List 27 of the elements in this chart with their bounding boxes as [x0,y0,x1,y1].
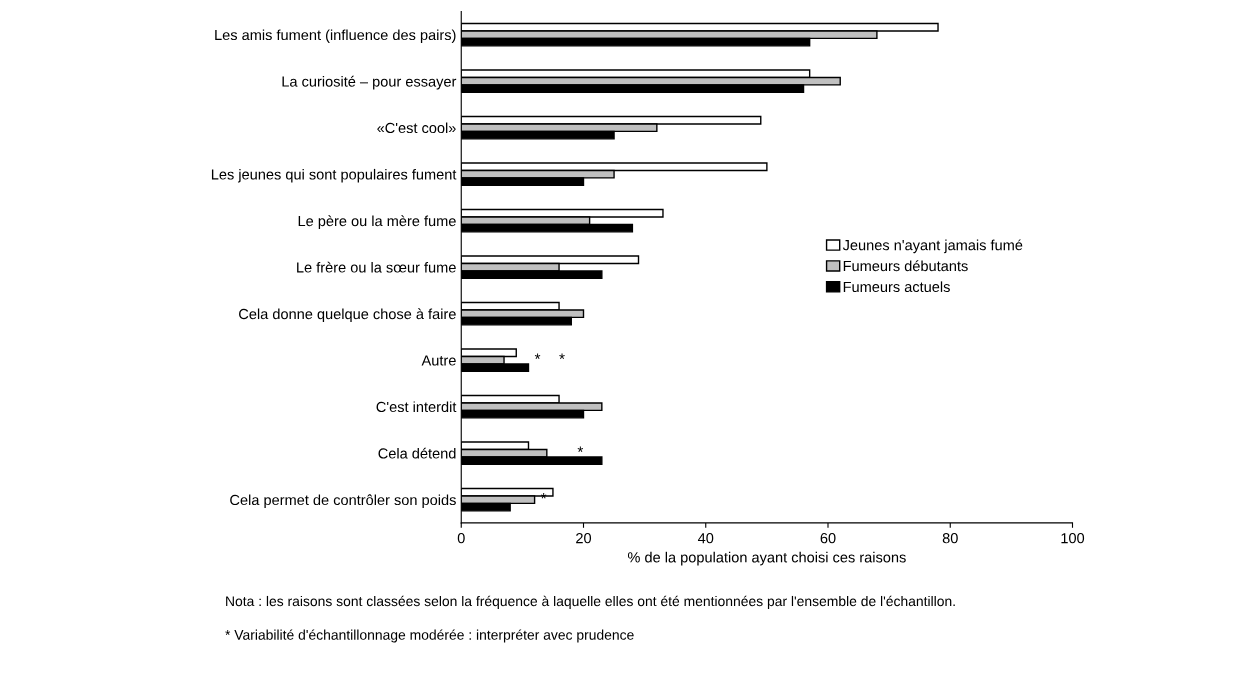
y-tick-label: Les jeunes qui sont populaires fument [211,168,457,183]
y-tick-label: Cela détend [378,447,456,459]
x-tick-label: 0 [457,533,465,544]
annotation: * [534,353,541,359]
y-tick-label: C'est interdit [376,401,457,413]
x-tick-label: 20 [576,533,592,544]
y-tick-label: La curiosité – pour essayer [282,75,457,90]
y-tick-label: «C'est cool» [377,122,456,134]
x-tick-label: 100 [1061,533,1085,544]
legend-label: Jeunes n'ayant jamais fumé [842,239,1023,254]
x-tick-label: 60 [820,533,836,544]
y-tick-label: Les amis fument (influence des pairs) [215,29,456,43]
x-axis-title: % de la population ayant choisi ces raisons [627,551,906,566]
annotation: * [577,446,584,452]
annotation: * [559,353,565,359]
legend-label: Fumeurs actuels [843,281,950,293]
y-tick-label: Le père ou la mère fume [298,215,456,230]
y-tick-label: Autre [421,355,456,366]
x-tick-label: 80 [942,533,958,544]
text: * Variabilité d'échantillonnage modérée : interpréter avec prudence [225,629,634,643]
y-tick-label: Le frère ou la sœur fume [297,261,456,273]
text: Nota : les raisons sont classées selon la fréquence à laquelle elles ont été mentionnées par l'ensemble de l'échantillon. [226,595,955,609]
legend-label: Fumeurs débutants [843,260,968,272]
y-tick-label: Cela permet de contrôler son poids [230,494,456,509]
y-tick-label: Cela donne quelque chose à faire [239,308,456,323]
x-tick-label: 40 [697,533,714,544]
annotation: * [540,493,547,499]
